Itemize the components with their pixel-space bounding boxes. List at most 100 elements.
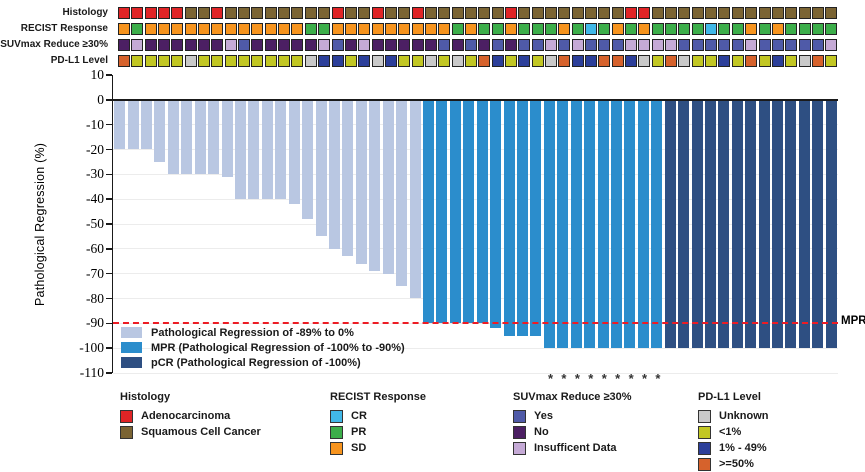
track-strip: [118, 55, 838, 67]
annotation-tracks: Histology RECIST Response SUVmax Reduce ≥3…: [0, 7, 865, 71]
track-cell: [798, 39, 811, 51]
track-cell: [478, 39, 491, 51]
track-cell: [451, 39, 464, 51]
legend-item: Squamous Cell Cancer: [120, 424, 261, 440]
track-cell: [705, 39, 718, 51]
track-cell: [731, 39, 744, 51]
track-row-label: Histology: [62, 7, 108, 18]
gridline: [113, 273, 838, 275]
track-cell: [545, 39, 557, 51]
track-cell: [131, 7, 144, 19]
track-cell: [331, 23, 344, 35]
patient-bar: [288, 99, 300, 205]
patient-bar: [597, 99, 609, 349]
y-tick-mark: [106, 248, 112, 250]
plot-legend-row: MPR (Pathological Regression of -100% to…: [121, 340, 405, 355]
track-cell: [171, 39, 184, 51]
y-axis-title: Pathological Regression (%): [33, 142, 47, 306]
asterisk-marker: *: [601, 371, 607, 387]
legend-group-title: RECIST Response: [330, 391, 426, 403]
patient-bar: [610, 99, 622, 349]
legend-item-label: Insufficent Data: [534, 442, 617, 454]
legend-item: Unknown: [698, 408, 769, 424]
track-cell: [184, 55, 197, 67]
gridline: [113, 173, 838, 175]
track-cell: [625, 23, 638, 35]
patient-bar: [503, 99, 515, 336]
track-cell: [118, 39, 130, 51]
track-cell: [464, 55, 477, 67]
track-cell: [665, 23, 678, 35]
track-cell: [585, 23, 598, 35]
track-cell: [451, 23, 464, 35]
track-cell: [291, 23, 304, 35]
patient-bar: [812, 99, 824, 349]
legend-item-label: Unknown: [719, 410, 769, 422]
y-tick-label: -40: [86, 191, 104, 207]
track-cell: [171, 7, 184, 19]
track-cell: [411, 55, 424, 67]
track-cell: [598, 39, 611, 51]
track-cell: [771, 23, 784, 35]
patient-bar: [315, 99, 327, 237]
legend-group: RECIST Response CR PR SD: [330, 391, 426, 456]
track-cell: [598, 23, 611, 35]
plot-legend-swatch: [121, 357, 142, 368]
legend-item: 1% - 49%: [698, 440, 769, 456]
track-cell: [158, 23, 171, 35]
track-cell: [705, 55, 718, 67]
legend-swatch: [698, 457, 711, 471]
patient-bar: [678, 99, 690, 349]
track-cell: [611, 55, 624, 67]
y-tick-mark: [106, 372, 112, 374]
track-row: Histology: [0, 7, 865, 19]
track-cell: [785, 7, 798, 19]
track-cell: [758, 7, 771, 19]
track-cell: [331, 55, 344, 67]
patient-bar: [637, 99, 649, 349]
patient-bar: [584, 99, 596, 349]
track-cell: [358, 23, 371, 35]
track-cell: [665, 39, 678, 51]
track-cell: [545, 55, 557, 67]
y-axis-line: [111, 75, 113, 373]
track-cell: [224, 7, 237, 19]
y-tick-label: 10: [90, 67, 105, 82]
patient-bar: [194, 99, 206, 175]
patient-bar: [570, 99, 582, 349]
track-cell: [638, 55, 651, 67]
track-cell: [451, 55, 464, 67]
legend-item: >=50%: [698, 456, 769, 472]
legend-item-label: Adenocarcinoma: [141, 410, 231, 422]
track-cell: [678, 23, 691, 35]
y-tick-label: -30: [86, 166, 104, 182]
bar-color-legend: Pathological Regression of -89% to 0% MPR…: [121, 325, 405, 370]
track-cell: [264, 23, 277, 35]
track-cell: [745, 23, 758, 35]
gridline: [113, 149, 838, 150]
track-cell: [424, 7, 437, 19]
track-cell: [598, 55, 611, 67]
track-cell: [638, 7, 651, 19]
patient-bar: [329, 99, 340, 249]
track-cell: [184, 39, 197, 51]
patient-bar: [651, 99, 663, 349]
legend-group: PD-L1 Level Unknown <1% 1% - 49% >=50%: [698, 391, 769, 472]
asterisk-marker: *: [588, 371, 594, 387]
legend-group-title: PD-L1 Level: [698, 391, 761, 403]
track-cell: [304, 39, 317, 51]
patient-bar: [302, 99, 314, 220]
track-cell: [251, 7, 264, 19]
y-tick-mark: [106, 74, 112, 76]
track-row-label: SUVmax Reduce ≥30%: [0, 39, 108, 50]
patient-bar: [476, 99, 488, 324]
track-cell: [731, 55, 744, 67]
track-cell: [198, 39, 211, 51]
y-tick-label: -110: [79, 365, 104, 380]
track-cell: [411, 39, 424, 51]
patient-bar: [235, 99, 247, 200]
track-cell: [518, 7, 531, 19]
patient-bar: [449, 99, 461, 324]
legend-swatch: [698, 441, 711, 455]
y-tick-mark: [106, 173, 112, 176]
